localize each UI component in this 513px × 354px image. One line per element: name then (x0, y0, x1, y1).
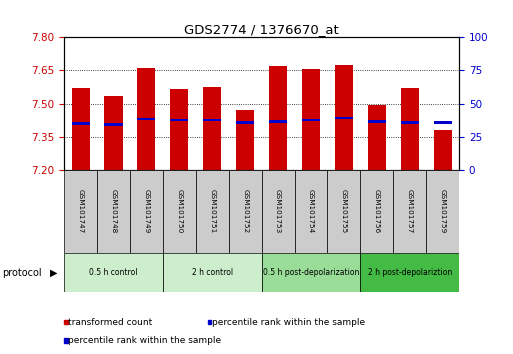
Bar (433, 130, 452, 170)
Text: GSM101750: GSM101750 (176, 189, 182, 234)
Text: ▶: ▶ (50, 268, 58, 278)
Text: 0.5 h post-depolarization: 0.5 h post-depolarization (263, 268, 359, 277)
Title: GDS2774 / 1376670_at: GDS2774 / 1376670_at (184, 23, 339, 36)
Bar (71, 88, 90, 170)
Bar (401, 88, 419, 170)
Bar (163, 170, 196, 253)
Bar (294, 170, 327, 253)
Text: protocol: protocol (3, 268, 42, 278)
Bar (137, 68, 155, 170)
Bar (196, 170, 229, 253)
Text: percentile rank within the sample: percentile rank within the sample (68, 336, 222, 345)
Text: transformed count: transformed count (68, 318, 153, 327)
Bar (137, 118, 155, 120)
Text: percentile rank within the sample: percentile rank within the sample (212, 318, 365, 327)
Text: GSM101757: GSM101757 (407, 189, 413, 234)
Bar (64, 170, 97, 253)
Bar (433, 121, 452, 124)
Text: GSM101756: GSM101756 (374, 189, 380, 234)
Text: GSM101755: GSM101755 (341, 189, 347, 234)
Bar (130, 170, 163, 253)
Bar (170, 119, 188, 121)
Bar (163, 253, 262, 292)
Bar (71, 122, 90, 125)
Bar (327, 170, 360, 253)
Bar (203, 119, 221, 121)
Bar (401, 121, 419, 124)
Text: GSM101749: GSM101749 (144, 189, 149, 234)
Text: GSM101752: GSM101752 (242, 189, 248, 234)
Bar (335, 65, 353, 170)
Bar (229, 170, 262, 253)
Bar (64, 253, 163, 292)
Bar (97, 170, 130, 253)
Bar (269, 120, 287, 122)
Text: GSM101753: GSM101753 (275, 189, 281, 234)
Bar (269, 66, 287, 170)
Bar (105, 96, 123, 170)
Bar (302, 119, 320, 121)
Bar (236, 110, 254, 170)
Text: 2 h control: 2 h control (192, 268, 233, 277)
Text: GSM101747: GSM101747 (77, 189, 84, 234)
Text: GSM101751: GSM101751 (209, 189, 215, 234)
Bar (335, 116, 353, 119)
Bar (262, 170, 294, 253)
Bar (302, 69, 320, 170)
Text: GSM101748: GSM101748 (110, 189, 116, 234)
Bar (105, 123, 123, 126)
Bar (203, 87, 221, 170)
Text: GSM101754: GSM101754 (308, 189, 314, 234)
Bar (262, 253, 360, 292)
Bar (368, 120, 386, 122)
Bar (393, 170, 426, 253)
Bar (170, 89, 188, 170)
Text: 2 h post-depolariztion: 2 h post-depolariztion (368, 268, 452, 277)
Text: 0.5 h control: 0.5 h control (89, 268, 138, 277)
Bar (236, 121, 254, 124)
Bar (360, 253, 459, 292)
Bar (368, 105, 386, 170)
Bar (360, 170, 393, 253)
Bar (426, 170, 459, 253)
Text: GSM101759: GSM101759 (440, 189, 446, 234)
